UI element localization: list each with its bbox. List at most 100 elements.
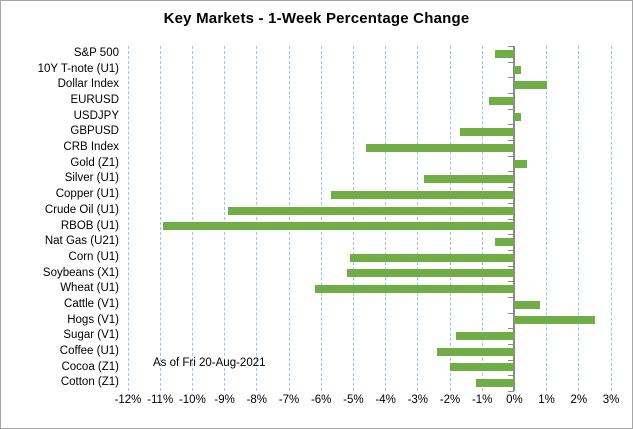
category-label: S&P 500 <box>73 47 119 59</box>
x-axis-tick-label: -6% <box>310 394 332 406</box>
gridline <box>159 46 161 391</box>
gridline <box>127 46 129 391</box>
bar-crb-index <box>366 143 515 152</box>
axis-tick <box>508 328 515 330</box>
axis-tick <box>508 171 515 173</box>
axis-tick <box>508 343 515 345</box>
x-axis-tick-label: -2% <box>439 394 461 406</box>
x-axis-tick-label: -7% <box>278 394 300 406</box>
category-label: Cocoa (Z1) <box>61 360 119 373</box>
x-axis-tick-label: -8% <box>246 394 268 406</box>
axis-tick <box>508 359 515 361</box>
bar-cocoa-z1 <box>450 363 515 372</box>
x-axis-tick-label: 3% <box>602 394 620 406</box>
axis-tick <box>508 202 515 204</box>
bar-crude-oil-u1 <box>227 206 515 215</box>
annotation-date: As of Fri 20-Aug-2021 <box>153 357 266 369</box>
category-label: EURUSD <box>70 94 119 107</box>
category-label: Coffee (U1) <box>59 344 119 357</box>
axis-tick <box>508 312 515 314</box>
bar-cotton-z1 <box>475 379 515 388</box>
axis-tick <box>508 375 515 377</box>
bar-usdjpy <box>514 112 521 121</box>
bar-wheat-u1 <box>314 285 515 294</box>
bar-nat-gas-u21 <box>495 238 515 247</box>
x-axis-tick-label: 0% <box>506 394 523 406</box>
gridline <box>610 46 612 391</box>
x-axis-tick-label: -3% <box>407 394 429 406</box>
axis-tick <box>508 108 515 110</box>
bar-hogs-v1 <box>514 316 595 325</box>
category-label: CRB Index <box>63 141 119 154</box>
category-label: Dollar Index <box>57 78 119 91</box>
axis-tick <box>508 46 515 47</box>
gridline <box>352 46 354 391</box>
axis-tick <box>508 391 515 392</box>
category-label: Sugar (V1) <box>63 329 119 342</box>
gridline <box>256 46 258 391</box>
category-label: USDJPY <box>73 109 119 122</box>
bar-gbpusd <box>459 128 515 137</box>
axis-tick <box>508 234 515 236</box>
x-axis-tick-label: 2% <box>570 394 588 406</box>
bar-gold-z1 <box>514 159 528 168</box>
x-axis-tick-label: -11% <box>147 394 174 406</box>
x-axis-tick-label: -9% <box>214 394 235 406</box>
x-axis-tick-label: -10% <box>178 394 206 406</box>
category-label: Crude Oil (U1) <box>44 203 119 216</box>
bar-sugar-v1 <box>456 332 515 341</box>
category-label: Corn (U1) <box>68 250 119 263</box>
x-axis-tick-label: 1% <box>538 394 555 406</box>
x-axis-tick-label: -12% <box>114 394 142 406</box>
gridline <box>417 46 419 391</box>
x-axis-tick-label: -4% <box>375 394 396 406</box>
axis-tick <box>508 296 515 298</box>
axis-tick <box>508 155 515 157</box>
gridline <box>385 46 387 391</box>
bar-corn-u1 <box>350 253 515 262</box>
category-label: Cotton (Z1) <box>60 376 119 389</box>
category-label: 10Y T-note (U1) <box>37 62 119 75</box>
bar-eurusd <box>488 96 515 105</box>
bar-rbob-u1 <box>163 222 515 231</box>
bar-copper-u1 <box>330 190 515 199</box>
category-label: Nat Gas (U21) <box>44 235 119 248</box>
gridline <box>320 46 322 391</box>
axis-tick <box>508 140 515 142</box>
gridline <box>224 46 226 391</box>
bar-cattle-v1 <box>514 300 541 309</box>
gridline <box>578 46 580 391</box>
category-label: Copper (U1) <box>55 188 119 201</box>
category-label: RBOB (U1) <box>60 219 119 232</box>
category-label: Silver (U1) <box>64 172 119 185</box>
axis-tick <box>508 124 515 126</box>
axis-tick <box>508 187 515 189</box>
axis-tick <box>508 265 515 267</box>
category-label: Gold (Z1) <box>70 156 119 169</box>
axis-tick <box>508 61 515 63</box>
bar-soybeans-x1 <box>346 269 515 278</box>
bar-coffee-u1 <box>437 347 515 356</box>
x-axis-tick-label: -1% <box>471 394 493 406</box>
category-label: Soybeans (X1) <box>42 266 119 279</box>
gridline <box>191 46 193 391</box>
value-axis-line <box>513 46 516 391</box>
axis-tick <box>508 249 515 251</box>
axis-tick <box>508 281 515 283</box>
category-label: GBPUSD <box>70 125 119 138</box>
bar-10y-t-note-u1 <box>514 65 521 74</box>
gridline <box>546 46 548 391</box>
chart-title: Key Markets - 1-Week Percentage Change <box>163 10 470 27</box>
category-label: Hogs (V1) <box>67 313 119 326</box>
gridline <box>449 46 451 391</box>
bar-dollar-index <box>514 81 547 90</box>
axis-tick <box>508 77 515 79</box>
category-label: Wheat (U1) <box>60 282 119 295</box>
bar-silver-u1 <box>424 175 515 184</box>
bar-s-p-500 <box>495 49 515 58</box>
axis-tick <box>508 93 515 95</box>
x-axis-tick-label: -5% <box>343 394 364 406</box>
category-label: Cattle (V1) <box>64 297 119 310</box>
gridline <box>481 46 483 391</box>
